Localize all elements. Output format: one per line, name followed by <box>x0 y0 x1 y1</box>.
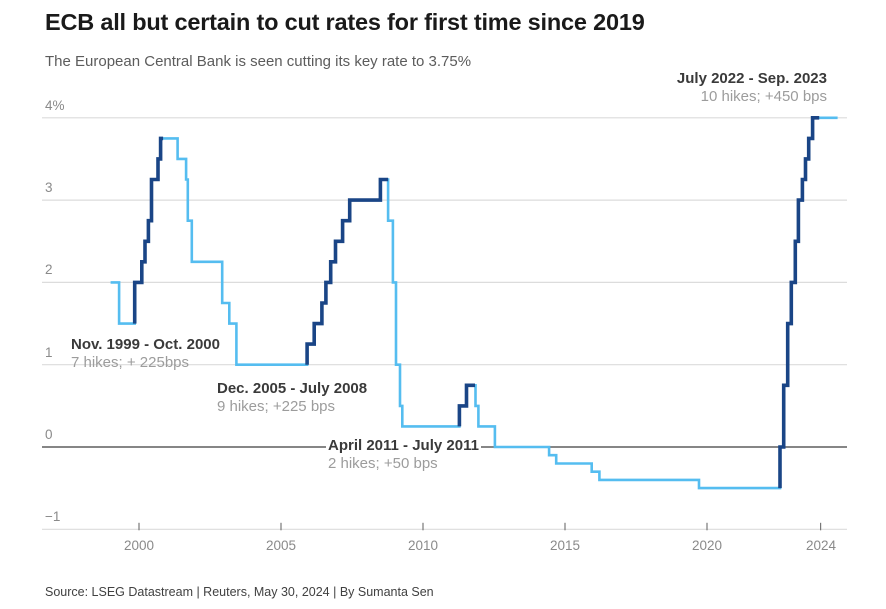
page-title: ECB all but certain to cut rates for fir… <box>45 9 645 35</box>
x-axis-tick-label: 2010 <box>407 538 439 553</box>
x-axis-tick-label: 2005 <box>265 538 297 553</box>
annotation-subtitle: 7 hikes; + 225bps <box>71 354 190 371</box>
annotation-subtitle: 10 hikes; +450 bps <box>700 88 827 105</box>
y-axis-tick-label: 4% <box>45 98 65 113</box>
annotation-hike-cycle-1999: Nov. 1999 - Oct. 2000 7 hikes; + 225bps <box>71 336 220 372</box>
annotation-subtitle: 2 hikes; +50 bps <box>328 455 438 472</box>
hike-cycle-highlight <box>305 177 389 365</box>
x-axis-tick-label: 2015 <box>549 538 581 553</box>
y-axis-tick-label: −1 <box>45 509 61 524</box>
y-axis-tick-label: 2 <box>45 262 53 277</box>
x-axis-tick-label: 2024 <box>805 538 837 553</box>
hike-cycle-highlight <box>132 136 164 324</box>
annotation-title: Nov. 1999 - Oct. 2000 <box>71 336 220 353</box>
annotation-title: July 2022 - Sep. 2023 <box>676 70 827 87</box>
y-axis-tick-label: 1 <box>45 345 53 360</box>
source-attribution: Source: LSEG Datastream | Reuters, May 3… <box>45 585 434 599</box>
annotation-hike-cycle-2011: April 2011 - July 2011 2 hikes; +50 bps <box>326 437 481 473</box>
annotation-subtitle: 9 hikes; +225 bps <box>217 398 336 415</box>
annotation-hike-cycle-2022: July 2022 - Sep. 2023 10 hikes; +450 bps <box>677 70 827 106</box>
annotation-title: Dec. 2005 - July 2008 <box>217 380 368 397</box>
x-axis-tick-label: 2020 <box>691 538 723 553</box>
hike-cycle-highlight <box>457 383 475 427</box>
x-axis-tick-label: 2000 <box>123 538 155 553</box>
annotation-hike-cycle-2005: Dec. 2005 - July 2008 9 hikes; +225 bps <box>217 380 367 416</box>
page-subtitle: The European Central Bank is seen cuttin… <box>45 53 472 70</box>
y-axis-tick-label: 0 <box>45 427 53 442</box>
y-axis-tick-label: 3 <box>45 180 53 195</box>
hike-cycle-highlight <box>778 116 820 489</box>
rate-line <box>110 116 838 490</box>
annotation-title: April 2011 - July 2011 <box>326 437 481 455</box>
